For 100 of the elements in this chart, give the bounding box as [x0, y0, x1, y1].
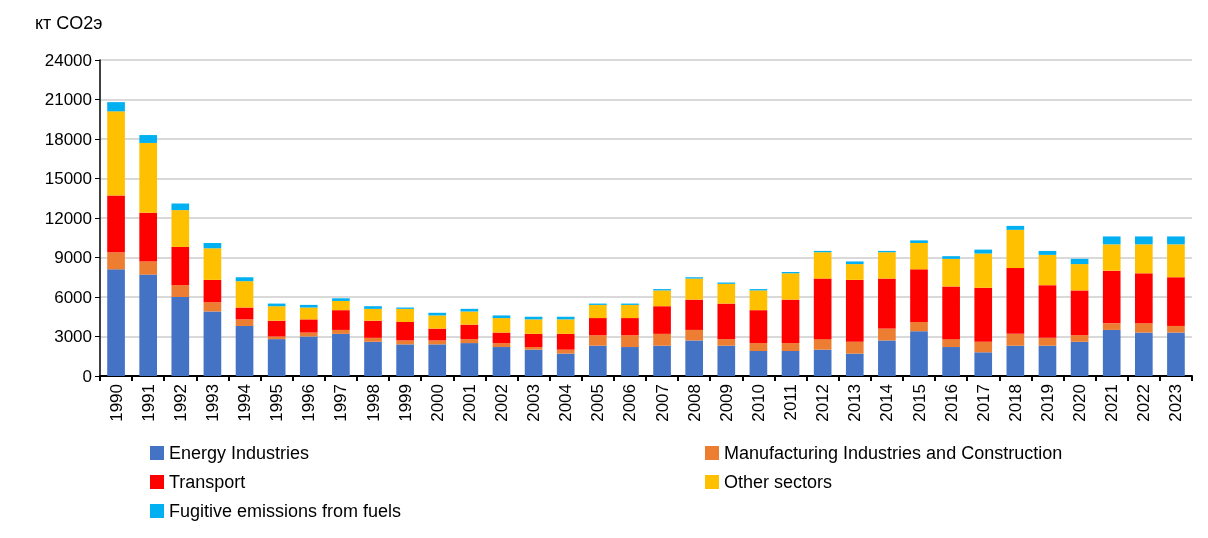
- bar: [1070, 264, 1089, 291]
- x-tick-label: 2017: [973, 384, 993, 422]
- bar: [717, 303, 736, 340]
- bar: [813, 349, 832, 376]
- bar: [845, 279, 864, 342]
- x-tick-label: 1993: [202, 384, 222, 422]
- y-tick-label: 12000: [44, 208, 92, 228]
- x-tick-label: 1991: [138, 384, 158, 422]
- bar: [460, 343, 479, 376]
- bar: [1070, 335, 1089, 342]
- bar: [171, 297, 190, 376]
- bar: [749, 290, 768, 311]
- bar: [396, 322, 414, 341]
- bar: [1167, 325, 1185, 333]
- bar: [203, 311, 222, 376]
- bar: [107, 269, 125, 376]
- bar: [942, 347, 960, 376]
- bar: [267, 320, 286, 337]
- bar: [1134, 244, 1153, 274]
- bar: [1167, 277, 1185, 326]
- bar: [171, 210, 190, 247]
- bar: [556, 319, 575, 334]
- y-tick-label: 0: [82, 366, 92, 386]
- bar: [299, 332, 318, 337]
- y-tick-label: 24000: [44, 50, 92, 70]
- bar: [621, 335, 639, 348]
- bar: [139, 212, 158, 262]
- bar: [653, 306, 671, 334]
- bar: [974, 341, 993, 353]
- bar: [1006, 229, 1025, 269]
- bar: [364, 306, 382, 309]
- bar: [107, 252, 125, 270]
- bar: [1167, 236, 1185, 245]
- bar: [171, 246, 190, 286]
- x-tick-label: 2013: [845, 384, 865, 422]
- x-tick-label: 1998: [363, 384, 383, 422]
- x-tick-label: 2022: [1134, 384, 1154, 422]
- bar: [1070, 258, 1089, 265]
- y-tick-label: 3000: [54, 327, 92, 346]
- bar: [428, 315, 447, 329]
- x-tick-label: 2000: [427, 384, 447, 422]
- bar: [685, 340, 704, 376]
- bar: [845, 353, 864, 376]
- x-tick-label: 2011: [781, 384, 801, 421]
- bar: [1070, 341, 1089, 376]
- bar: [171, 285, 190, 297]
- bar: [974, 352, 993, 376]
- x-tick-label: 2014: [877, 384, 897, 422]
- y-tick-label: 21000: [44, 90, 92, 109]
- bar: [974, 287, 993, 342]
- bar: [845, 341, 864, 354]
- bar: [299, 304, 318, 308]
- x-tick-label: 2015: [909, 384, 929, 422]
- bar: [1134, 273, 1153, 324]
- bar: [653, 333, 671, 346]
- bar: [1102, 236, 1121, 245]
- bar: [749, 310, 768, 344]
- x-tick-label: 2008: [684, 384, 704, 422]
- bar: [942, 258, 960, 287]
- bar: [556, 349, 575, 354]
- bar: [364, 337, 382, 342]
- bar: [203, 248, 222, 280]
- bar: [878, 328, 896, 341]
- bar: [1102, 270, 1121, 324]
- bar: [1006, 333, 1025, 346]
- bar: [492, 347, 511, 376]
- x-tick-label: 2020: [1070, 384, 1090, 422]
- x-tick-label: 2002: [491, 384, 511, 422]
- bar: [845, 261, 864, 265]
- bar: [1038, 285, 1057, 338]
- x-tick-label: 2023: [1166, 384, 1186, 422]
- bar: [1006, 268, 1025, 334]
- x-tick-label: 2018: [1005, 384, 1025, 422]
- bar: [910, 331, 928, 376]
- bar: [1134, 236, 1153, 245]
- bar: [685, 329, 704, 341]
- x-tick-label: 2019: [1037, 384, 1057, 422]
- bar: [524, 333, 543, 348]
- x-tick-label: 1997: [331, 384, 351, 422]
- bar: [621, 347, 639, 376]
- x-tick-label: 2016: [941, 384, 961, 422]
- bar: [396, 340, 414, 345]
- bar: [910, 240, 928, 244]
- bar: [813, 339, 832, 350]
- x-tick-label: 2012: [813, 384, 833, 422]
- bar: [1102, 329, 1121, 376]
- bar: [267, 339, 286, 376]
- bar: [524, 347, 543, 350]
- x-tick-label: 2003: [524, 384, 544, 422]
- bar: [1134, 323, 1153, 333]
- y-tick-label: 6000: [54, 287, 92, 307]
- bar: [524, 319, 543, 334]
- bar: [717, 283, 736, 304]
- bar: [332, 329, 350, 334]
- x-tick-label: 2007: [652, 384, 672, 422]
- legend-label: Energy Industries: [169, 443, 310, 463]
- bar: [1038, 254, 1057, 286]
- y-tick-label: 18000: [44, 129, 92, 149]
- bar: [1006, 345, 1025, 376]
- bar: [492, 318, 511, 333]
